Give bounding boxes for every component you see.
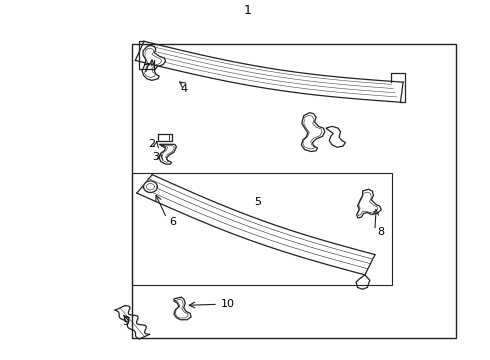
Polygon shape [135,41,403,102]
Text: 7: 7 [142,64,149,74]
Polygon shape [158,134,172,141]
Polygon shape [159,144,176,164]
Polygon shape [357,189,381,218]
Text: 9: 9 [122,317,130,327]
Polygon shape [144,181,157,193]
Polygon shape [115,306,149,339]
Polygon shape [356,275,370,289]
Text: 2: 2 [148,139,155,149]
Polygon shape [391,73,405,102]
Text: 5: 5 [254,197,261,207]
Text: 10: 10 [220,299,235,309]
Bar [132,44,456,338]
Text: 1: 1 [244,4,251,17]
Bar [132,173,392,284]
Polygon shape [139,41,154,69]
Polygon shape [174,297,191,320]
Text: 6: 6 [169,217,176,226]
Text: 4: 4 [180,84,187,94]
Polygon shape [142,45,166,80]
Polygon shape [301,113,325,152]
Text: 8: 8 [377,228,385,237]
Polygon shape [326,126,345,147]
Polygon shape [137,175,375,275]
Text: 3: 3 [152,152,159,162]
